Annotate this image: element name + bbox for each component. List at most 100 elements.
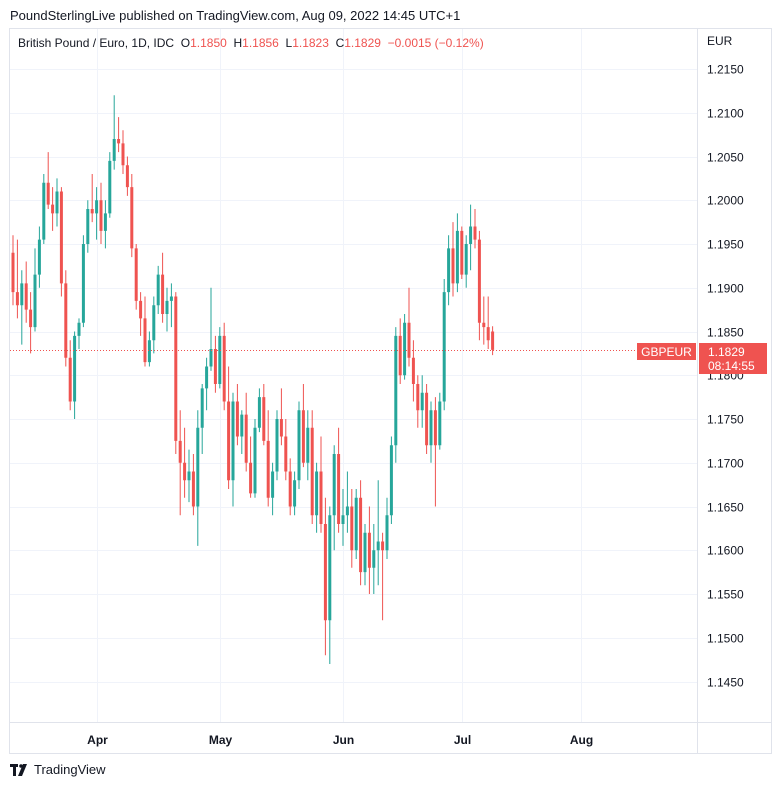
candle-body: [477, 239, 481, 323]
candle-up: [231, 392, 235, 507]
candle-down: [46, 152, 50, 209]
candle-body: [33, 274, 37, 328]
candle-body: [29, 309, 33, 328]
candle-body: [235, 401, 239, 437]
grid-lines: [10, 29, 771, 753]
legend-change: −0.0015 (−0.12%): [387, 36, 484, 50]
candle-down: [433, 397, 437, 507]
candle-down: [15, 239, 19, 319]
candle-down: [121, 130, 125, 174]
candle-body: [310, 427, 314, 516]
candle-up: [55, 178, 59, 227]
candle-up: [354, 489, 358, 559]
tradingview-logo-icon: [10, 763, 27, 776]
candle-body: [359, 497, 363, 573]
candle-up: [33, 248, 37, 332]
candle-down: [491, 326, 495, 356]
candle-down: [90, 174, 94, 223]
candle-down: [51, 187, 55, 231]
candle-body: [416, 384, 420, 411]
candle-up: [442, 279, 446, 411]
candle-up: [403, 314, 407, 380]
candle-body: [121, 143, 125, 166]
price-tick-label: 1.1900: [707, 282, 744, 296]
price-tick-label: 1.1450: [707, 676, 744, 690]
candle-body: [341, 515, 345, 524]
candle-up: [455, 213, 459, 293]
candle-up: [77, 318, 81, 349]
time-axis[interactable]: Apr May Jun Jul Aug: [87, 733, 593, 747]
candle-body: [77, 322, 81, 336]
legend-open-value: 1.1850: [190, 36, 227, 50]
candle-body: [165, 300, 169, 314]
candle-body: [11, 252, 15, 293]
candle-down: [407, 287, 411, 367]
candle-body: [275, 419, 279, 472]
candle-down: [482, 296, 486, 345]
candle-body: [143, 318, 147, 363]
price-axis[interactable]: 1.2150 1.2100 1.2050 1.2000 1.1950 1.1900 1.18…: [707, 63, 744, 690]
legend-low-value: 1.1823: [292, 36, 329, 50]
candle-up: [253, 419, 257, 498]
candle-body: [174, 296, 178, 441]
candle-body: [209, 349, 213, 367]
price-tick-label: 1.1650: [707, 501, 744, 515]
candle-body: [205, 366, 209, 389]
candle-body: [134, 248, 138, 301]
candle-down: [337, 427, 341, 533]
price-tick-label: 1.1850: [707, 326, 744, 340]
candle-up: [271, 462, 275, 516]
price-tick-label: 1.1750: [707, 413, 744, 427]
candle-body: [420, 392, 424, 411]
candle-body: [20, 283, 24, 306]
candle-up: [376, 480, 380, 586]
price-tick-label: 1.2150: [707, 63, 744, 77]
candle-body: [139, 300, 143, 319]
candle-down: [451, 222, 455, 297]
candle-down: [398, 318, 402, 384]
candle-body: [306, 427, 310, 463]
candle-up: [81, 235, 85, 328]
candle-body: [59, 191, 63, 284]
candle-up: [332, 445, 336, 551]
price-tick-label: 1.1550: [707, 588, 744, 602]
candle-up: [218, 327, 222, 389]
candle-up: [112, 95, 116, 170]
candle-down: [350, 489, 354, 568]
tradingview-logo[interactable]: TradingView: [10, 762, 106, 777]
candle-down: [130, 174, 134, 258]
candle-body: [213, 349, 217, 384]
candle-down: [134, 244, 138, 310]
legend-low-label: L: [285, 36, 293, 50]
candle-body: [301, 410, 305, 463]
candle-body: [51, 204, 55, 214]
candle-up: [328, 506, 332, 664]
candle-down: [381, 532, 385, 621]
time-tick-label: Apr: [87, 733, 108, 747]
candle-body: [460, 230, 464, 275]
candle-body: [222, 335, 226, 402]
candle-body: [328, 515, 332, 621]
time-tick-label: Jul: [454, 733, 471, 747]
candle-down: [416, 375, 420, 428]
candle-down: [279, 388, 283, 446]
candle-up: [108, 152, 112, 218]
candle-down: [235, 384, 239, 446]
candle-body: [284, 436, 288, 472]
candle-down: [477, 230, 481, 341]
price-tag: 1.1829 08:14:55: [699, 343, 767, 374]
candle-up: [103, 200, 107, 249]
candle-body: [297, 410, 301, 481]
candle-up: [315, 462, 319, 533]
candle-body: [266, 440, 270, 498]
candle-body: [271, 471, 275, 498]
candle-down: [59, 187, 63, 297]
candle-body: [385, 515, 389, 551]
candle-body: [288, 471, 292, 507]
candle-down: [29, 292, 33, 354]
time-tick-label: May: [209, 733, 233, 747]
candle-down: [11, 235, 15, 306]
symbol-tag-label: GBPEUR: [641, 345, 692, 359]
candle-down: [460, 226, 464, 279]
